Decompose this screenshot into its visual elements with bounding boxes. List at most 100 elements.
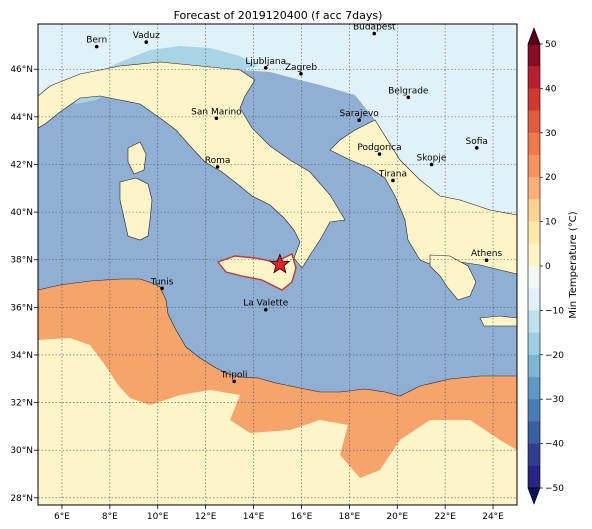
lon-tick-label: 24°E	[482, 512, 504, 522]
peloponnese	[429, 254, 477, 301]
colorbar-tick-label: −50	[545, 484, 564, 494]
lon-tick-label: 12°E	[195, 512, 217, 522]
city-dot	[232, 379, 236, 384]
colorbar-tick-label: 30	[545, 129, 557, 139]
colorbar-under-arrow	[527, 487, 541, 505]
longitude-tick-labels: 6°E 8°E 10°E 12°E 14°E 16°E 18°E 20°E 22°E 24°E	[54, 505, 504, 522]
crete-island	[479, 315, 517, 327]
city-label: Tirana	[378, 169, 407, 179]
city-dot	[215, 165, 220, 169]
city-dot	[263, 66, 268, 70]
city-dot	[372, 31, 377, 36]
city-label: Budapest	[353, 23, 396, 33]
colorbar-band	[528, 465, 540, 489]
northern-europe-cool	[38, 24, 517, 215]
lon-tick-label: 16°E	[291, 512, 313, 522]
lat-tick-label: 28°N	[10, 494, 33, 504]
city-dot	[160, 286, 164, 291]
lon-tick-label: 10°E	[147, 512, 169, 522]
colorbar-tick-label: −30	[545, 395, 564, 405]
colorbar-over-arrow	[527, 27, 541, 45]
balkan-peninsula	[329, 119, 517, 275]
colorbar-band	[528, 310, 540, 333]
colorbar-band	[528, 443, 540, 467]
lat-tick-label: 36°N	[10, 303, 33, 313]
city-dot	[214, 116, 219, 121]
city-label: Skopje	[417, 153, 447, 163]
colorbar-tick-label: 20	[545, 173, 557, 183]
city-dot	[357, 118, 361, 122]
colorbar-band	[528, 288, 540, 311]
city-label: Sarajevo	[340, 109, 380, 119]
lat-tick-label: 32°N	[10, 399, 33, 409]
city-label: Podgorica	[357, 143, 401, 153]
lat-tick-label: 40°N	[10, 208, 33, 218]
lon-tick-label: 18°E	[339, 512, 361, 522]
city-label: Belgrade	[388, 86, 429, 96]
colorbar-band	[528, 266, 540, 289]
lon-tick-label: 14°E	[243, 512, 265, 522]
colorbar-tick-label: 0	[545, 262, 551, 272]
lon-tick-label: 8°E	[102, 512, 118, 522]
colorbar-band	[528, 354, 540, 378]
italian-peninsula	[38, 61, 346, 269]
colorbar-band	[528, 332, 540, 356]
colorbar-tick-label: 40	[545, 84, 557, 94]
corsica-island	[127, 141, 147, 175]
colorbar-label: Min Temperature (°C)	[568, 211, 579, 318]
city-label: Bern	[86, 36, 107, 46]
city-label: Zagreb	[285, 63, 317, 73]
city-label: Sofia	[466, 137, 488, 147]
colorbar-band	[528, 177, 540, 200]
city-dot	[484, 258, 489, 263]
colorbar-band	[528, 66, 540, 89]
colorbar-band	[528, 221, 540, 245]
colorbar-band	[528, 421, 540, 444]
colorbar-tick-label: 10	[545, 218, 557, 228]
colorbar-band	[528, 110, 540, 134]
colorbar-band	[528, 88, 540, 111]
map-title: Forecast of 2019120400 (f acc 7days)	[174, 9, 383, 22]
colorbar-band	[528, 155, 540, 178]
city-label: Roma	[205, 156, 231, 166]
city-label: Vaduz	[133, 31, 160, 41]
map-frame	[37, 23, 518, 506]
city-label: Tripoli	[220, 370, 248, 380]
city-dot	[429, 162, 434, 167]
city-label: La Valette	[243, 299, 288, 309]
colorbar-band	[528, 44, 540, 67]
colorbar-tick-labels: 50 40 30 20 10 0 −10 −20 −30 −40 −50	[540, 40, 564, 494]
city-label: Ljubljana	[245, 57, 286, 67]
lon-tick-label: 22°E	[434, 512, 456, 522]
city-dot	[406, 95, 411, 100]
lat-tick-label: 30°N	[10, 446, 33, 456]
city-dot	[94, 44, 99, 49]
city-dot	[474, 146, 479, 150]
colorbar-band	[528, 377, 540, 400]
colorbar-tick-label: −10	[545, 306, 564, 316]
colorbar-band	[528, 132, 540, 156]
lon-tick-label: 20°E	[386, 512, 408, 522]
lat-tick-label: 46°N	[10, 65, 33, 75]
temperature-colorbar	[527, 27, 541, 505]
city-dot	[299, 71, 303, 76]
lon-tick-label: 6°E	[54, 512, 70, 522]
city-dot	[391, 178, 395, 183]
lat-tick-label: 38°N	[10, 256, 33, 266]
lat-tick-label: 42°N	[10, 160, 33, 170]
city-label: Tunis	[150, 277, 174, 287]
colorbar-tick-label: 50	[545, 40, 557, 50]
colorbar-band	[528, 399, 540, 422]
lat-tick-label: 34°N	[10, 351, 33, 361]
latitude-tick-labels: 28°N 30°N 32°N 34°N 36°N 38°N 40°N 42°N 44°N 46°N	[10, 65, 38, 504]
lat-tick-label: 44°N	[10, 113, 33, 123]
colorbar-tick-label: −20	[545, 351, 564, 361]
north-africa-cool-interior	[38, 338, 517, 505]
city-label: San Marino	[191, 107, 242, 117]
location-star-icon	[269, 253, 291, 274]
city-label: Athens	[471, 249, 502, 259]
city-dot	[144, 40, 149, 44]
colorbar-tick-label: −40	[545, 440, 564, 450]
